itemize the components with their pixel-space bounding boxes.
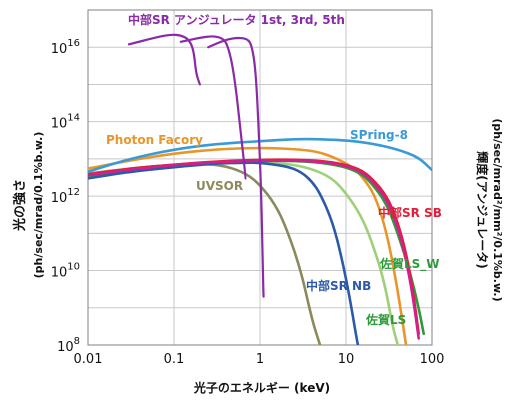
y-axis-ticks: 108 1010 1012 1014 1016 <box>51 38 80 355</box>
series-line-7 <box>88 159 420 340</box>
x-tick-label: 100 <box>420 352 445 367</box>
annotation-saga: 佐賀LS <box>365 312 406 327</box>
y-axis-label-right-line2: (ph/sec/mrad²/mm²/0.1%b.w.) <box>491 118 504 301</box>
annotation-uvsor: UVSOR <box>196 179 243 193</box>
series-line-2 <box>88 137 432 174</box>
x-tick-label: 0.1 <box>164 352 185 367</box>
annotation-photon: Photon Facory <box>106 133 203 147</box>
x-tick-label: 1 <box>256 352 264 367</box>
y-tick-label: 1014 <box>51 113 80 132</box>
x-tick-label: 0.01 <box>74 352 103 367</box>
y-tick-label: 1010 <box>51 262 80 281</box>
y-tick-label: 108 <box>57 336 80 355</box>
series-line-6 <box>88 161 360 345</box>
x-tick-label: 10 <box>338 352 355 367</box>
series-line-1 <box>88 146 408 345</box>
y-tick-label: 1012 <box>51 187 80 206</box>
series-line-10 <box>207 36 265 298</box>
annotation-sb: 中部SR SB <box>378 205 442 220</box>
annotation-saga_w: 佐賀LS_W <box>379 256 440 272</box>
series-layer <box>88 33 432 345</box>
y-tick-label: 1016 <box>51 38 80 57</box>
annotation-undulator: 中部SR アンジュレータ 1st, 3rd, 5th <box>128 12 345 27</box>
annotation-nb: 中部SR NB <box>306 278 371 293</box>
x-axis-ticks: 0.01 0.1 1 10 100 <box>74 352 445 367</box>
x-axis-label: 光子のエネルギー (keV) <box>193 380 330 395</box>
annotation-spring8: SPring-8 <box>350 128 408 142</box>
annotations: 中部SR アンジュレータ 1st, 3rd, 5th Photon Facory S… <box>106 12 442 327</box>
series-line-8 <box>127 33 201 86</box>
y-axis-label-left-line1: 光の強さ <box>12 179 28 232</box>
y-axis-label-right-line1: 輝度(アンジュレータ) <box>475 151 490 268</box>
y-axis-label-left-line2: (ph/sec/mrad/0.1%b.w.) <box>32 132 45 279</box>
